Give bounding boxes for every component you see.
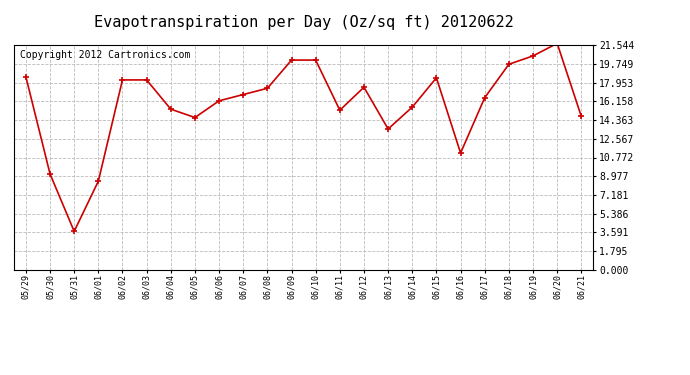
Text: Evapotranspiration per Day (Oz/sq ft) 20120622: Evapotranspiration per Day (Oz/sq ft) 20… xyxy=(94,15,513,30)
Text: Copyright 2012 Cartronics.com: Copyright 2012 Cartronics.com xyxy=(19,50,190,60)
